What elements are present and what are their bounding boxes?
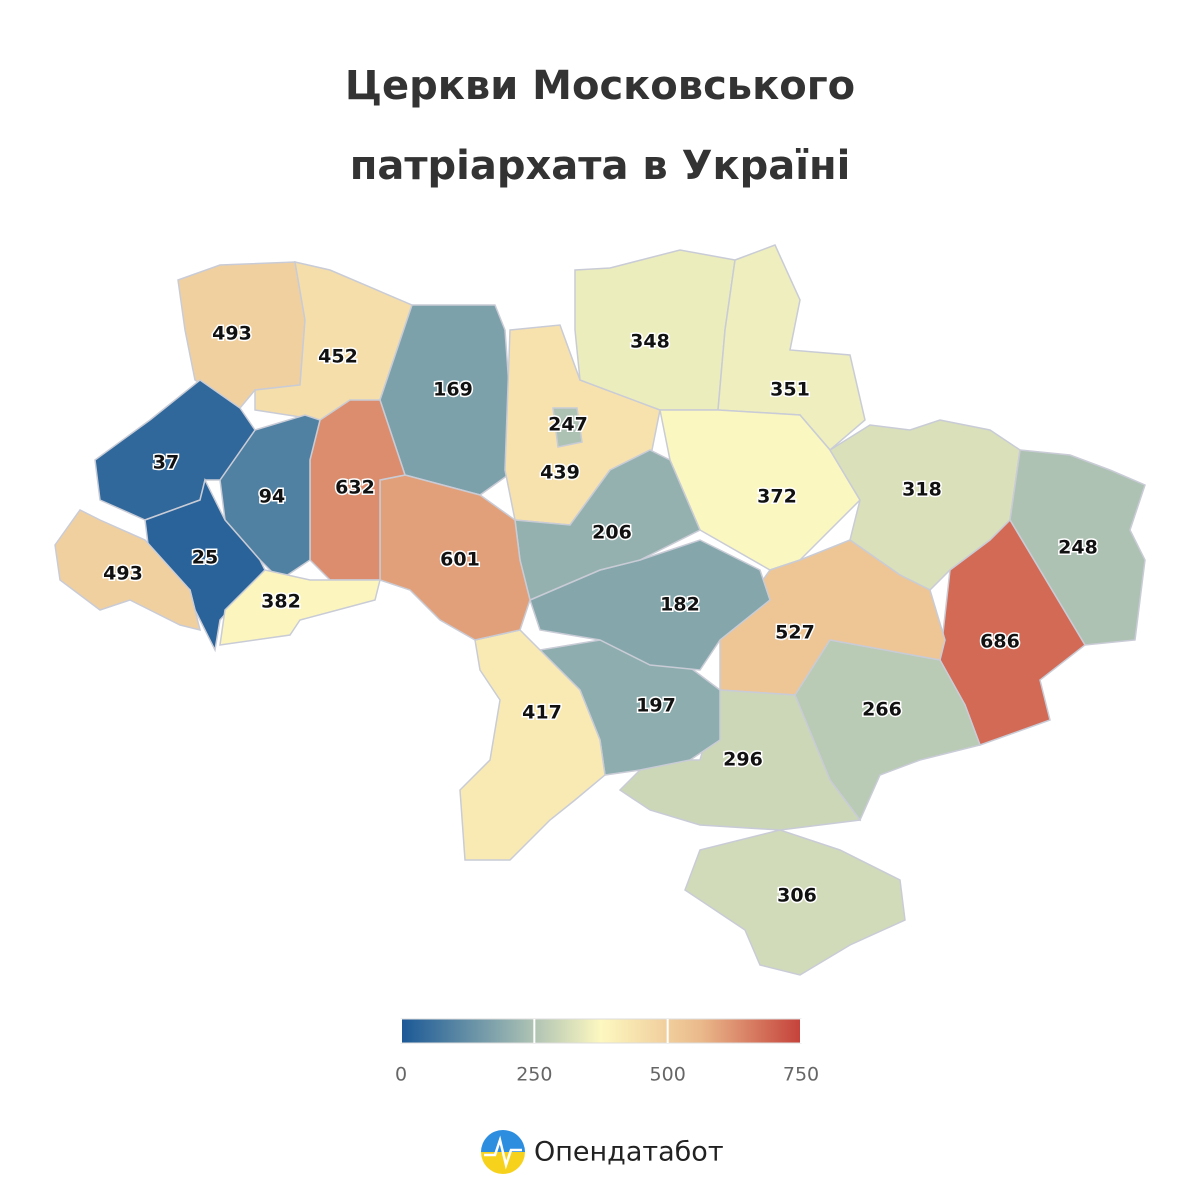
region-value: 493 <box>212 323 252 345</box>
logo-pulse <box>484 1135 522 1170</box>
region-value: 452 <box>318 346 358 368</box>
title-line: Церкви Московського <box>345 63 855 109</box>
region-value: 37 <box>153 452 179 474</box>
region-value: 372 <box>757 486 797 508</box>
region-value: 417 <box>522 702 562 724</box>
region-value: 632 <box>335 477 375 499</box>
region-value: 197 <box>636 695 676 717</box>
region-value: 527 <box>775 622 815 644</box>
color-tick-label: 750 <box>783 1064 819 1086</box>
region-value: 182 <box>660 594 700 616</box>
region <box>717 244 866 452</box>
logo: Опендатабот <box>481 1130 724 1174</box>
region <box>219 414 321 581</box>
region-value: 169 <box>433 379 473 401</box>
color-legend: 0 250 500 750 <box>395 1018 819 1086</box>
color-tick-label: 0 <box>395 1064 407 1086</box>
region-value: 439 <box>540 462 580 484</box>
region <box>379 474 531 641</box>
color-bar <box>400 1018 802 1044</box>
region <box>54 509 202 632</box>
region <box>684 829 906 976</box>
region <box>254 261 413 421</box>
region-value: 382 <box>261 591 301 613</box>
region-value: 686 <box>980 631 1020 653</box>
region-value: 493 <box>103 563 143 585</box>
region-value: 206 <box>592 522 632 544</box>
region-value: 25 <box>192 547 218 569</box>
color-tick-label: 250 <box>516 1064 552 1086</box>
region-value: 247 <box>548 414 588 436</box>
region <box>552 407 583 448</box>
region-value: 266 <box>862 699 902 721</box>
region-value: 296 <box>723 749 763 771</box>
region-value: 601 <box>440 549 480 571</box>
region <box>219 569 381 646</box>
region-value: 94 <box>259 486 285 508</box>
region-value: 351 <box>770 379 810 401</box>
region-value: 348 <box>630 331 670 353</box>
region-value: 306 <box>777 885 817 907</box>
map: 493 452 169 439 247 348 351 372 318 248 686 266 527 2… <box>54 244 1146 976</box>
region-value: 318 <box>902 479 942 501</box>
title-line: патріархата в Україні <box>350 143 851 189</box>
region-value: 248 <box>1058 537 1098 559</box>
color-tick-label: 500 <box>650 1064 686 1086</box>
logo-text: Опендатабот <box>534 1137 724 1168</box>
region <box>94 379 256 521</box>
region <box>459 629 606 861</box>
